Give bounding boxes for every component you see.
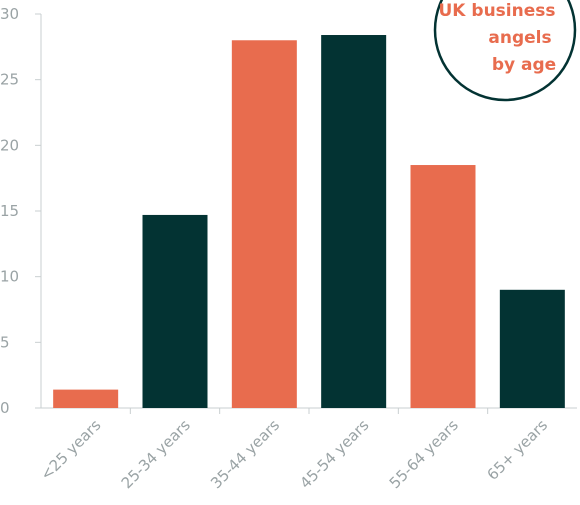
category-labels: <25 years 25-34 years 35-44 years 45-54 yea…	[37, 416, 551, 492]
bar-6	[499, 289, 565, 408]
badge-line-2: angels	[488, 28, 551, 48]
bar-1	[53, 389, 119, 408]
title-badge-circle	[433, 0, 577, 102]
y-axis: 0 5 10 15 20 25 30	[0, 5, 42, 417]
badge-line-1: UK business	[439, 1, 556, 21]
y-tick-label: 20	[0, 136, 19, 154]
y-tick-label: 25	[0, 71, 19, 89]
y-tick-label: 10	[0, 268, 19, 286]
x-axis	[41, 407, 577, 414]
title-badge: UK business angels by age	[433, 0, 577, 102]
bar-2	[142, 214, 208, 408]
x-tick-label: <25 years	[37, 416, 105, 484]
bar-5	[410, 165, 476, 408]
x-tick-label: 55-64 years	[386, 416, 462, 492]
y-tick-label: 30	[0, 5, 19, 23]
y-tick-label: 0	[0, 399, 10, 417]
bars	[53, 35, 565, 409]
x-tick-label: 45-54 years	[296, 416, 372, 492]
x-tick-label: 35-44 years	[207, 416, 283, 492]
badge-line-3: by age	[492, 55, 556, 75]
bar-4	[321, 35, 387, 408]
bar-3	[231, 40, 297, 409]
y-tick-label: 5	[0, 333, 10, 351]
x-tick-label: 65+ years	[483, 416, 551, 484]
x-tick-label: 25-34 years	[118, 416, 194, 492]
y-tick-label: 15	[0, 202, 19, 220]
